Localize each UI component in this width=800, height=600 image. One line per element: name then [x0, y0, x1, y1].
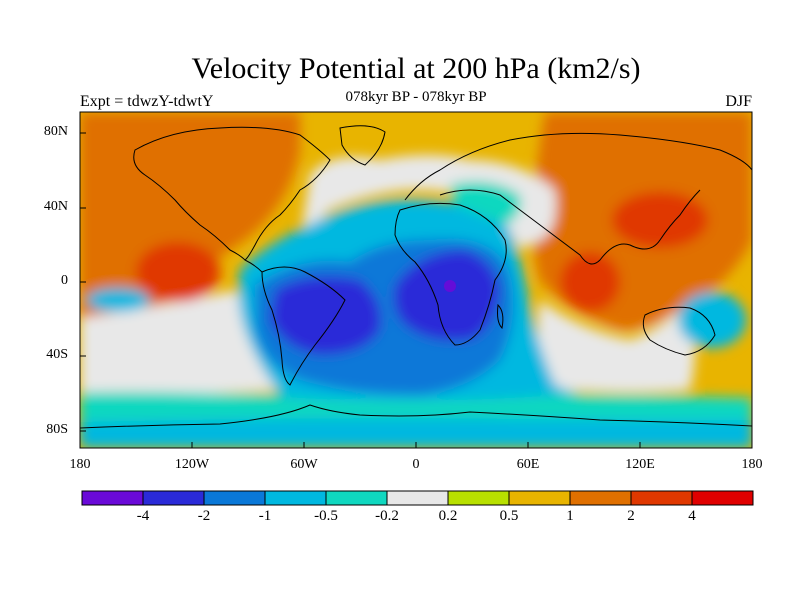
coastlines [80, 125, 752, 429]
colorbar-label: -0.5 [314, 508, 338, 524]
colorbar-label: -0.2 [375, 508, 399, 524]
contour-field [80, 112, 752, 448]
colorbar-box [264, 490, 327, 506]
lon-label: 60W [290, 457, 318, 472]
colorbar-label: 0.5 [499, 508, 519, 524]
colorbar-label: 4 [688, 508, 696, 524]
lon-label: 180 [69, 457, 91, 472]
colorbar-box [203, 490, 266, 506]
season-label: DJF [725, 93, 752, 110]
colorbar-box [447, 490, 510, 506]
lat-label: 0 [61, 273, 68, 288]
lon-label: 120W [174, 457, 210, 472]
colorbar-box [569, 490, 632, 506]
minimum-spot [444, 280, 456, 292]
lon-label: 0 [412, 457, 420, 472]
lat-label: 80S [46, 422, 68, 437]
colorbar-label: 1 [566, 508, 574, 524]
experiment-label: Expt = tdwzY-tdwtY [80, 93, 214, 110]
colorbar-box [81, 490, 144, 506]
plot-subtitle: 078kyr BP - 078kyr BP [345, 89, 487, 105]
axis-ticks [79, 132, 753, 448]
lon-label: 180 [741, 457, 763, 472]
colorbar-label: 0.2 [438, 508, 458, 524]
colorbar-box [630, 490, 693, 506]
colorbar-box [691, 490, 754, 506]
colorbar-label: -2 [197, 508, 211, 524]
lon-label: 120E [625, 457, 655, 472]
lon-label: 60E [516, 457, 540, 472]
colorbar-box [142, 490, 205, 506]
colorbar-box [386, 490, 449, 506]
plot-title: Velocity Potential at 200 hPa (km2/s) [191, 52, 641, 85]
colorbar [81, 490, 754, 506]
lat-label: 40S [46, 347, 68, 362]
lat-label: 80N [43, 124, 68, 139]
lat-label: 40N [43, 199, 68, 214]
colorbar-label: -4 [136, 508, 150, 524]
colorbar-label: 2 [627, 508, 635, 524]
colorbar-box [508, 490, 571, 506]
colorbar-box [325, 490, 388, 506]
colorbar-label: -1 [258, 508, 272, 524]
